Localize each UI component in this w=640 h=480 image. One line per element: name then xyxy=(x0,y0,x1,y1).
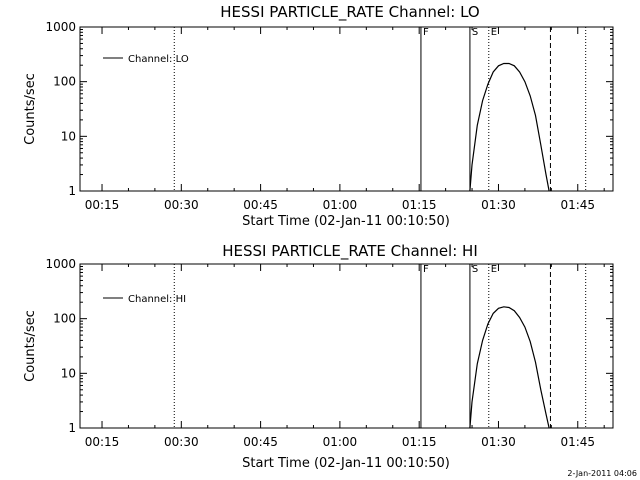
x-tick-label: 01:00 xyxy=(323,198,358,212)
marker-label: S xyxy=(472,27,478,38)
chart-title: HESSI PARTICLE_RATE Channel: HI xyxy=(222,242,478,261)
marker-label: F xyxy=(423,27,429,38)
x-tick-label: 00:15 xyxy=(85,198,120,212)
y-axis-label: Counts/sec xyxy=(23,310,38,382)
legend-entry: Channel: LO xyxy=(128,54,189,65)
marker-label: F xyxy=(423,264,429,275)
series-line xyxy=(469,62,550,192)
x-tick-label: 01:30 xyxy=(481,435,516,449)
y-tick-label: 100 xyxy=(53,75,76,89)
x-tick-label: 01:30 xyxy=(481,198,516,212)
y-tick-label: 1 xyxy=(68,421,76,435)
series-layer xyxy=(469,306,550,429)
plot-frame xyxy=(79,26,614,192)
x-tick-label: 01:15 xyxy=(402,198,437,212)
timestamp: 2-Jan-2011 04:06 xyxy=(567,469,637,478)
x-tick-label: 00:15 xyxy=(85,435,120,449)
x-tick-label: 00:45 xyxy=(243,435,278,449)
x-tick-label: 01:15 xyxy=(402,435,437,449)
x-tick-label: 00:30 xyxy=(164,198,199,212)
x-tick-label: 01:45 xyxy=(560,435,595,449)
x-tick-label: 01:00 xyxy=(323,435,358,449)
legend: Channel: HI xyxy=(103,294,186,305)
y-tick-label: 100 xyxy=(53,312,76,326)
marker-label: E xyxy=(491,264,497,275)
y-tick-label: 1000 xyxy=(45,257,76,271)
x-axis-label: Start Time (02-Jan-11 00:10:50) xyxy=(242,214,450,229)
series-line xyxy=(469,306,550,429)
x-tick-label: 00:30 xyxy=(164,435,199,449)
y-tick-label: 1 xyxy=(68,184,76,198)
series-layer xyxy=(469,62,550,192)
axis-ticks: 00:15 00:30 00:45 01:00 01:15 01:30 01:45 1000 1… xyxy=(45,257,613,449)
y-tick-label: 1000 xyxy=(45,20,76,34)
x-tick-label: 00:45 xyxy=(243,198,278,212)
legend-entry: Channel: HI xyxy=(128,294,186,305)
x-axis-label: Start Time (02-Jan-11 00:10:50) xyxy=(242,456,450,471)
y-axis-label: Counts/sec xyxy=(23,73,38,145)
panel-hi: HESSI PARTICLE_RATE Channel: HI F S E 00:1… xyxy=(23,242,614,471)
chart-title: HESSI PARTICLE_RATE Channel: LO xyxy=(220,3,479,22)
plot-frame xyxy=(79,263,614,429)
marker-label: S xyxy=(472,264,478,275)
x-tick-label: 01:45 xyxy=(560,198,595,212)
marker-label: E xyxy=(491,27,497,38)
axis-ticks: 00:15 00:30 00:45 01:00 01:15 01:30 01:45 1000 1… xyxy=(45,20,613,212)
legend: Channel: LO xyxy=(103,54,189,65)
y-tick-label: 10 xyxy=(61,129,76,143)
y-tick-label: 10 xyxy=(61,366,76,380)
panel-lo: HESSI PARTICLE_RATE Channel: LO F S E 00:1… xyxy=(23,3,614,229)
